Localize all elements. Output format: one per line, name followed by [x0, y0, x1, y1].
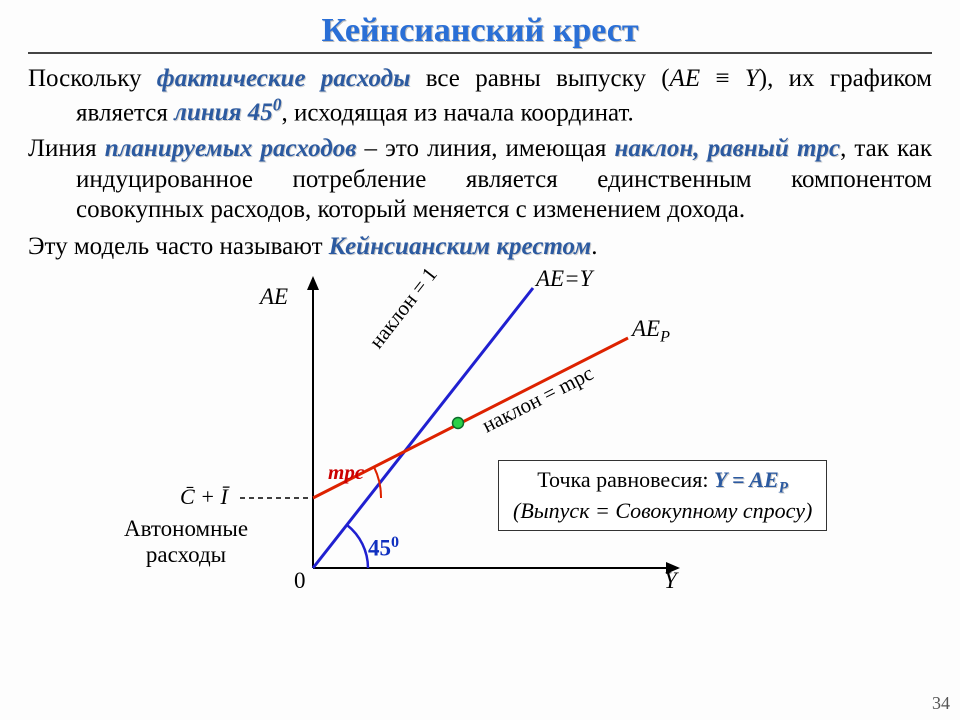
label-origin: 0 — [294, 568, 306, 594]
slide-title: Кейнсианский крест — [28, 12, 932, 50]
keynesian-cross-chart: AE AE=Y AEP Y 0 450 наклон = 1 наклон = … — [28, 268, 932, 608]
paragraph-3: Эту модель часто называют Кейнсианским к… — [28, 232, 932, 263]
label-AEP: AEP — [632, 316, 670, 347]
label-mpc-arc: mpc — [328, 460, 364, 485]
equilibrium-box: Точка равновесия: Y = AEP (Выпуск = Сово… — [498, 460, 827, 530]
paragraph-1: Поскольку фактические расходы все равны … — [28, 64, 932, 128]
label-AE-axis: AE — [260, 284, 288, 310]
label-autonomous: Автономные расходы — [124, 516, 248, 567]
paragraph-2: Линия планируемых расходов – это линия, … — [28, 134, 932, 226]
label-cbar-ibar: C̄ + Ī — [180, 484, 228, 510]
label-Y-axis: Y — [664, 568, 677, 594]
page-number: 34 — [932, 693, 950, 714]
label-45deg: 450 — [368, 534, 399, 562]
label-AE-equals-Y: AE=Y — [536, 266, 592, 292]
title-rule — [28, 52, 932, 54]
